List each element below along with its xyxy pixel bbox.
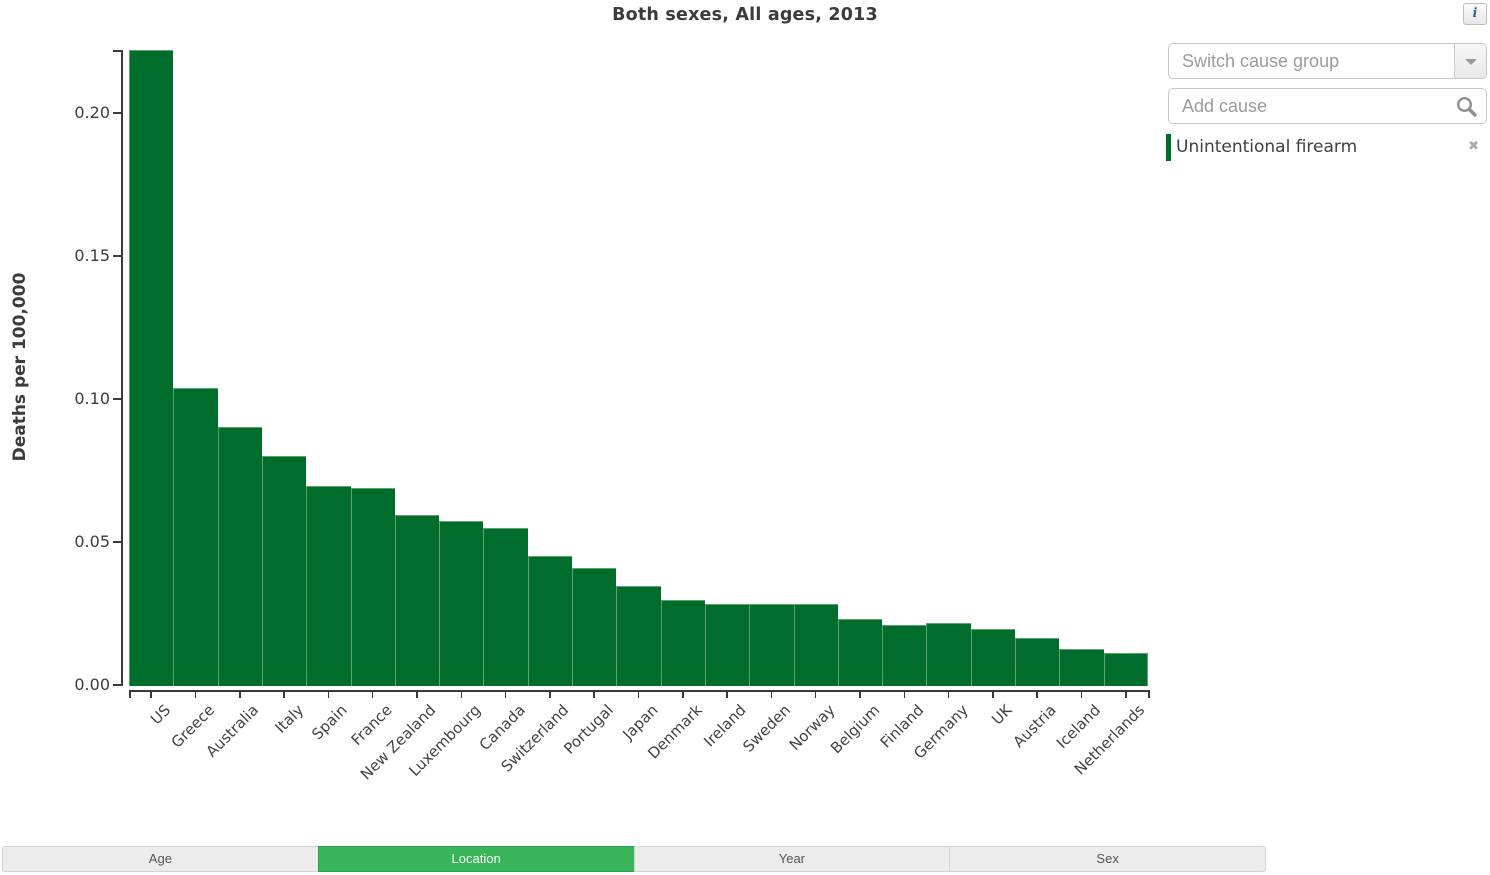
x-tick	[593, 690, 595, 698]
bar-belgium[interactable]	[838, 619, 882, 686]
bar-france[interactable]	[351, 488, 395, 686]
x-tick-label: UK	[988, 701, 1016, 729]
bar-ireland[interactable]	[705, 604, 749, 686]
bar-new-zealand[interactable]	[395, 515, 439, 686]
bar-australia[interactable]	[218, 427, 262, 686]
x-tick	[814, 690, 817, 698]
y-tick-label: 0.15	[74, 246, 110, 266]
y-tick-label: 0.10	[74, 389, 110, 409]
x-tick	[1036, 690, 1038, 698]
y-axis-outer-tick	[113, 50, 121, 52]
y-tick-label: 0.00	[74, 675, 110, 694]
x-tick	[371, 690, 374, 698]
select-arrow-box	[1454, 44, 1486, 78]
chart-title: Both sexes, All ages, 2013	[612, 5, 878, 25]
x-axis-outer-tick-left	[129, 690, 131, 698]
x-tick	[859, 690, 861, 698]
y-tick-label: 0.20	[74, 103, 110, 123]
legend-color-swatch	[1166, 134, 1171, 161]
search-icon	[1455, 95, 1478, 123]
bar-germany[interactable]	[926, 623, 971, 686]
x-tick	[504, 690, 507, 698]
x-tick	[726, 690, 728, 698]
tab-location[interactable]: Location	[317, 846, 635, 872]
switch-cause-group-placeholder: Switch cause group	[1182, 51, 1340, 71]
legend-item: Unintentional firearm ✖	[1166, 133, 1487, 162]
bar-norway[interactable]	[794, 604, 838, 686]
bar-finland[interactable]	[882, 625, 926, 686]
y-tick	[113, 255, 121, 258]
x-tick-label: Japan	[618, 701, 662, 744]
axis-selector-tabs: Age Location Year Sex	[2, 846, 1266, 872]
x-tick-label: Sweden	[739, 701, 795, 756]
x-tick	[637, 690, 640, 698]
x-tick	[327, 690, 330, 698]
info-icon: i	[1472, 6, 1478, 21]
y-tick	[113, 112, 121, 115]
y-axis-title: Deaths per 100,000	[10, 272, 30, 462]
bar-iceland[interactable]	[1059, 649, 1104, 686]
bar-luxembourg[interactable]	[439, 521, 483, 686]
y-tick	[113, 398, 121, 401]
x-tick	[903, 690, 906, 698]
remove-cause-icon[interactable]: ✖	[1468, 139, 1479, 154]
tab-year[interactable]: Year	[633, 846, 951, 872]
tab-age[interactable]: Age	[2, 846, 319, 872]
chevron-down-icon	[1465, 59, 1477, 65]
bar-netherlands[interactable]	[1104, 653, 1148, 686]
bar-canada[interactable]	[483, 528, 528, 686]
bar-spain[interactable]	[306, 486, 351, 686]
x-tick	[1125, 690, 1127, 698]
x-tick	[416, 690, 418, 698]
y-tick-label: 0.05	[74, 532, 110, 551]
add-cause-input[interactable]: Add cause	[1168, 88, 1487, 124]
x-tick	[770, 690, 773, 698]
bar-italy[interactable]	[262, 456, 306, 686]
bar-us[interactable]	[129, 50, 173, 686]
x-tick	[194, 690, 197, 698]
x-tick	[460, 690, 463, 698]
bar-greece[interactable]	[173, 388, 218, 686]
info-button[interactable]: i	[1463, 3, 1487, 25]
bar-sweden[interactable]	[749, 604, 794, 686]
x-tick-label: Italy	[271, 701, 307, 737]
bar-denmark[interactable]	[661, 600, 705, 686]
x-tick	[682, 690, 684, 698]
x-axis-outer-tick-right	[1148, 690, 1150, 698]
y-tick	[113, 541, 121, 543]
switch-cause-group-select[interactable]: Switch cause group	[1168, 43, 1487, 79]
y-tick	[113, 684, 121, 686]
bar-switzerland[interactable]	[528, 556, 572, 686]
x-tick	[1080, 690, 1083, 698]
x-tick	[239, 690, 241, 698]
x-tick-label: Spain	[308, 701, 352, 744]
bar-portugal[interactable]	[572, 568, 616, 686]
bar-austria[interactable]	[1015, 638, 1059, 686]
bar-uk[interactable]	[971, 629, 1015, 686]
x-tick-label: Austria	[1009, 701, 1060, 752]
y-axis-line	[121, 50, 123, 686]
add-cause-placeholder: Add cause	[1182, 96, 1268, 116]
x-tick	[283, 690, 285, 698]
x-tick	[150, 690, 152, 698]
x-tick	[947, 690, 950, 698]
tab-sex[interactable]: Sex	[949, 846, 1266, 872]
x-tick	[992, 690, 994, 698]
bar-japan[interactable]	[616, 586, 661, 686]
x-tick	[549, 690, 551, 698]
legend-label: Unintentional firearm	[1176, 137, 1358, 157]
x-tick-label: US	[146, 701, 174, 729]
